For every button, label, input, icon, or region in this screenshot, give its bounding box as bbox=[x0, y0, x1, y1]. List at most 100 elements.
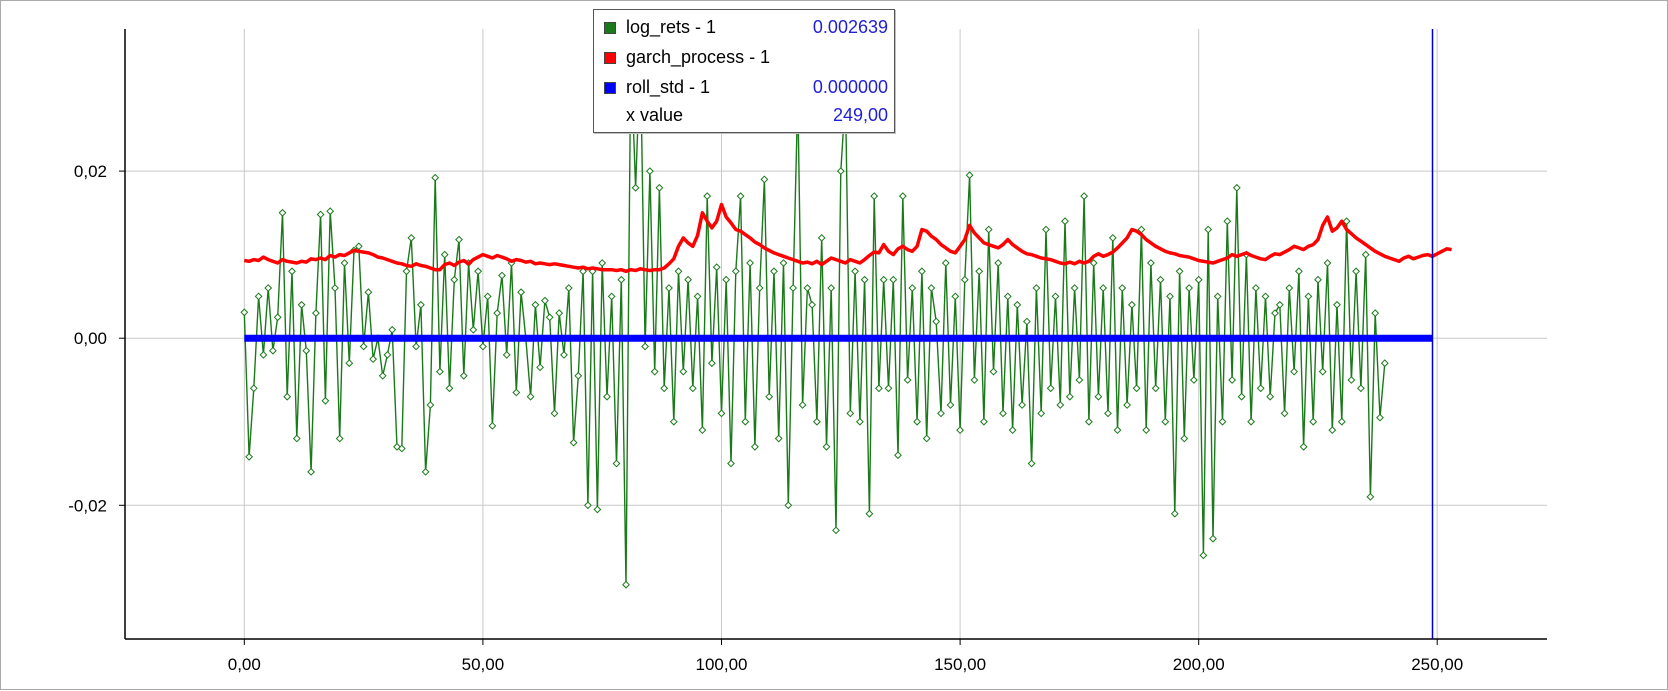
log-rets-point bbox=[688, 384, 697, 393]
log-rets-point bbox=[1247, 417, 1256, 426]
log-rets-point bbox=[879, 275, 888, 284]
log-rets-point bbox=[1347, 376, 1356, 384]
log-rets-point bbox=[1084, 417, 1093, 426]
log-rets-point bbox=[1299, 442, 1308, 451]
log-rets-point bbox=[1218, 417, 1227, 426]
log-rets-point bbox=[1251, 284, 1260, 292]
legend-row-log-rets[interactable]: log_rets - 1 0.002639 bbox=[604, 16, 888, 44]
legend-box: log_rets - 1 0.002639 garch_process - 1 … bbox=[593, 9, 895, 133]
x-tick-label: 0,00 bbox=[228, 655, 261, 674]
log-rets-point bbox=[922, 434, 931, 443]
log-rets-point bbox=[331, 284, 339, 292]
log-rets-point bbox=[478, 342, 487, 351]
log-rets-point bbox=[1051, 292, 1060, 301]
legend-value-log-rets: 0.002639 bbox=[812, 17, 888, 37]
log-rets-point bbox=[1194, 275, 1203, 284]
log-rets-point bbox=[1046, 384, 1055, 393]
log-rets-point bbox=[416, 300, 425, 309]
log-rets-point bbox=[364, 288, 373, 297]
log-rets-point bbox=[311, 309, 320, 318]
log-rets-point bbox=[951, 292, 960, 301]
log-rets-point bbox=[583, 501, 592, 510]
log-rets-point bbox=[984, 225, 993, 234]
log-rets-point bbox=[1294, 267, 1303, 276]
log-rets-point bbox=[1285, 284, 1294, 292]
log-rets-point bbox=[1113, 426, 1122, 435]
log-rets-point bbox=[760, 175, 769, 184]
log-rets-point bbox=[550, 409, 559, 418]
log-rets-point bbox=[369, 355, 378, 364]
log-rets-point bbox=[1318, 367, 1327, 376]
legend-name-roll-std: roll_std - 1 bbox=[626, 77, 711, 97]
log-rets-point bbox=[1037, 409, 1046, 418]
log-rets-point bbox=[927, 284, 936, 292]
log-rets-point bbox=[903, 376, 912, 384]
legend-name-x-value: x value bbox=[626, 105, 684, 125]
log-rets-point bbox=[1209, 534, 1217, 543]
log-rets-point bbox=[1032, 284, 1041, 292]
log-rets-point bbox=[1065, 392, 1074, 401]
log-rets-point bbox=[540, 296, 549, 305]
series bbox=[240, 50, 1452, 589]
log-rets-point bbox=[421, 467, 430, 476]
log-rets-point bbox=[717, 409, 726, 418]
log-rets-point bbox=[917, 267, 926, 276]
log-rets-point bbox=[1123, 401, 1132, 409]
log-rets-point bbox=[264, 284, 273, 292]
log-rets-point bbox=[631, 183, 640, 192]
log-rets-point bbox=[803, 284, 812, 292]
log-rets-point bbox=[1376, 413, 1384, 422]
log-rets-point bbox=[340, 259, 349, 267]
legend-row-roll-std[interactable]: roll_std - 1 0.000000 bbox=[604, 76, 888, 104]
log-rets-point bbox=[283, 392, 292, 401]
log-rets-point bbox=[345, 359, 354, 368]
log-rets-point bbox=[1280, 409, 1289, 418]
log-rets-point bbox=[774, 434, 783, 443]
log-rets-point bbox=[1166, 292, 1174, 301]
log-rets-point bbox=[779, 259, 788, 267]
log-rets-point bbox=[1328, 426, 1337, 435]
log-rets-point bbox=[679, 367, 688, 376]
log-rets-point bbox=[846, 409, 855, 418]
log-rets-point bbox=[870, 192, 879, 201]
log-rets-point bbox=[827, 284, 836, 292]
log-rets-point bbox=[989, 367, 998, 376]
log-rets-point bbox=[1185, 284, 1194, 292]
log-rets-point bbox=[1156, 275, 1165, 284]
log-rets-point bbox=[941, 259, 950, 267]
log-rets-point bbox=[1075, 376, 1084, 384]
log-rets-point bbox=[684, 275, 693, 284]
log-rets-point bbox=[860, 275, 869, 284]
log-rets-point bbox=[536, 363, 545, 372]
log-rets-point bbox=[894, 451, 902, 460]
log-rets-point bbox=[784, 501, 793, 510]
log-rets-point bbox=[1089, 259, 1098, 267]
log-rets-point bbox=[1228, 376, 1237, 384]
log-rets-point bbox=[1309, 417, 1318, 426]
log-rets-point bbox=[474, 267, 483, 276]
x-tick-label: 100,00 bbox=[696, 655, 748, 674]
log-rets-point bbox=[435, 367, 444, 376]
log-rets-point bbox=[746, 259, 755, 267]
legend-swatch-roll-std bbox=[604, 82, 616, 94]
log-rets-point bbox=[789, 284, 798, 292]
log-rets-point bbox=[483, 292, 492, 301]
log-rets-point bbox=[555, 309, 564, 318]
log-rets-point bbox=[832, 526, 840, 535]
log-rets-point bbox=[999, 409, 1007, 418]
log-rets-point bbox=[593, 505, 602, 514]
log-rets-point bbox=[378, 371, 387, 380]
log-rets-point bbox=[1333, 300, 1341, 309]
log-rets-point bbox=[1342, 217, 1351, 226]
log-rets-point bbox=[703, 192, 712, 201]
log-rets-point bbox=[1170, 509, 1179, 518]
log-rets-point bbox=[731, 267, 740, 276]
log-rets-point bbox=[498, 271, 506, 280]
log-rets-point bbox=[1232, 183, 1241, 192]
log-rets-point bbox=[645, 167, 654, 176]
log-rets-point bbox=[526, 392, 535, 401]
log-rets-point bbox=[603, 392, 611, 401]
log-rets-point bbox=[1108, 233, 1117, 242]
legend-row-garch-process[interactable]: garch_process - 1 bbox=[604, 46, 888, 74]
log-rets-point bbox=[884, 384, 893, 393]
